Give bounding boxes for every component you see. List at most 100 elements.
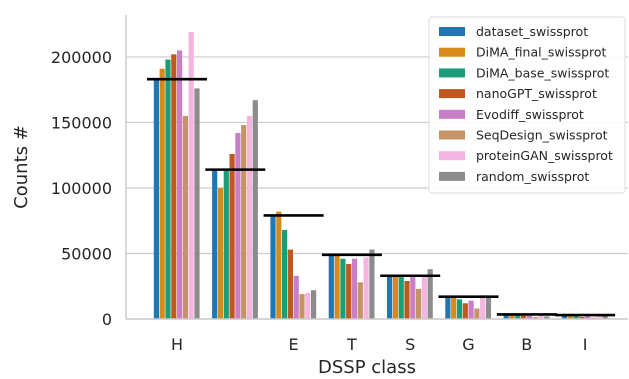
axes [125,15,628,320]
bar-random_swissprot [485,296,492,319]
bar-SeqDesign_swissprot [474,308,480,319]
legend-swatch [439,151,465,161]
x-tick-label: H [171,335,183,354]
x-axis-label: DSSP class [318,357,416,378]
bar-dataset_swissprot [387,275,393,319]
y-tick-label: 150000 [51,113,112,132]
bar-proteinGAN_swissprot [305,292,311,319]
bar-nanoGPT_swissprot [521,315,527,319]
bar-Evodiff_swissprot [235,132,241,319]
bar-SeqDesign_swissprot [416,288,422,319]
legend-label: dataset_swissprot [476,24,588,39]
bar-DiMA_final_swissprot [567,316,573,319]
bar-SeqDesign_swissprot [532,317,538,319]
bar-random_swissprot [602,315,608,319]
bar-random_swissprot [544,316,550,319]
y-tick-label: 50000 [61,244,112,263]
legend-swatch [439,27,465,36]
legend-label: proteinGAN_swissprot [476,148,613,163]
legend-label: nanoGPT_swissprot [476,86,597,101]
bar-proteinGAN_swissprot [188,32,194,319]
bar-proteinGAN_swissprot [480,295,486,319]
bar-random_swissprot [311,290,317,319]
x-tick-label: T [346,335,357,354]
legend-swatch [439,47,465,57]
bar-DiMA_final_swissprot [159,68,165,319]
x-tick-label: B [521,335,532,354]
bar-dataset_swissprot [445,296,451,319]
bar-DiMA_final_swissprot [334,253,340,319]
bar-proteinGAN_swissprot [538,315,544,319]
bar-proteinGAN_swissprot [246,115,253,320]
reference-lines [147,77,616,317]
bar-proteinGAN_swissprot [596,315,602,319]
bar-dataset_swissprot [328,254,334,319]
bar-dataset_swissprot [503,314,509,319]
bar-proteinGAN_swissprot [421,275,427,319]
legend-swatch [439,130,465,140]
legend-swatch [439,89,465,99]
legend-frame [428,16,626,194]
bar-DiMA_final_swissprot [217,187,224,319]
bar-DiMA_final_swissprot [276,211,282,319]
bar-nanoGPT_swissprot [462,303,468,319]
bar-DiMA_base_swissprot [398,277,404,319]
legend-label: random_swissprot [476,169,589,184]
bar-nanoGPT_swissprot [579,317,585,319]
legend-label: Evodiff_swissprot [476,107,584,122]
legend-swatch [439,171,465,181]
bar-Evodiff_swissprot [468,300,474,319]
bar-dataset_swissprot [153,79,159,319]
bar-DiMA_final_swissprot [509,315,515,319]
bar-SeqDesign_swissprot [299,294,305,319]
y-axis-label: Counts # [11,125,32,209]
y-tick-label: 0 [102,310,112,329]
x-tick-label: I [583,335,588,354]
bar-DiMA_base_swissprot [340,258,346,319]
bar-SeqDesign_swissprot [357,282,363,319]
bar-DiMA_base_swissprot [515,315,521,319]
bar-random_swissprot [427,269,433,319]
bar-DiMA_base_swissprot [165,59,171,319]
bar-DiMA_final_swissprot [392,275,398,319]
bar-nanoGPT_swissprot [404,281,410,319]
bar-dataset_swissprot [270,215,276,319]
bar-Evodiff_swissprot [351,258,358,319]
bar-nanoGPT_swissprot [229,153,235,319]
bar-nanoGPT_swissprot [287,249,293,319]
x-tick-label: G [462,335,474,354]
bar-random_swissprot [194,88,200,320]
bar-random_swissprot [369,249,375,319]
y-tick-label: 100000 [51,179,112,198]
bar-DiMA_base_swissprot [573,316,579,319]
bar-SeqDesign_swissprot [241,125,247,319]
bar-Evodiff_swissprot [585,316,591,319]
legend: dataset_swissprot DiMA_final_swissprot DiM… [428,16,626,194]
bar-Evodiff_swissprot [410,277,416,319]
bar-proteinGAN_swissprot [363,257,369,319]
legend-label: SeqDesign_swissprot [476,128,608,143]
bar-nanoGPT_swissprot [346,263,352,319]
legend-swatch [439,109,465,119]
bar-dataset_swissprot [561,315,568,319]
x-tick-label: S [405,335,415,354]
bar-SeqDesign_swissprot [182,115,188,320]
legend-swatch [439,68,465,78]
bar-Evodiff_swissprot [293,275,299,319]
bar-Evodiff_swissprot [177,50,183,320]
bar-DiMA_base_swissprot [456,299,463,319]
y-tick-labels: 0 50000 100000 150000 200000 [51,48,112,329]
x-tick-label: E [289,335,299,354]
bar-nanoGPT_swissprot [171,54,177,320]
bar-DiMA_base_swissprot [282,229,288,319]
bar-random_swissprot [252,100,258,319]
bar-DiMA_final_swissprot [451,298,457,319]
bars [153,32,608,320]
legend-label: DiMA_final_swissprot [476,45,607,60]
y-tick-label: 200000 [51,48,112,67]
legend-label: DiMA_base_swissprot [476,65,609,80]
bar-dataset_swissprot [212,169,218,319]
bar-Evodiff_swissprot [526,315,532,319]
